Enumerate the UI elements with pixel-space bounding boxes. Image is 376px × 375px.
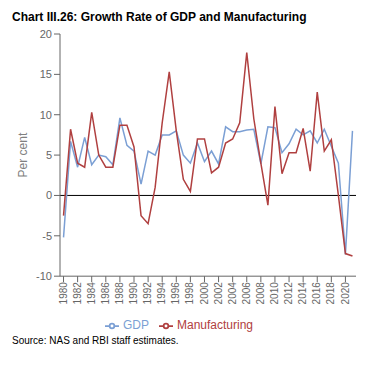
- svg-text:1988: 1988: [114, 282, 125, 305]
- svg-text:2008: 2008: [255, 282, 266, 305]
- svg-text:1980: 1980: [58, 282, 69, 305]
- svg-text:2004: 2004: [227, 282, 238, 305]
- svg-text:2000: 2000: [199, 282, 210, 305]
- svg-text:2012: 2012: [283, 282, 294, 305]
- svg-text:-10: -10: [36, 270, 52, 282]
- svg-text:5: 5: [46, 149, 52, 161]
- svg-text:2014: 2014: [297, 282, 308, 305]
- svg-text:2002: 2002: [213, 282, 224, 305]
- svg-text:2010: 2010: [269, 282, 280, 305]
- html-text:Manufacturing: Manufacturing: [177, 318, 253, 333]
- svg-text:20: 20: [40, 28, 52, 40]
- svg-text:15: 15: [40, 68, 52, 80]
- svg-text:Per cent: Per cent: [16, 132, 30, 177]
- svg-text:10: 10: [40, 109, 52, 121]
- svg-text:1982: 1982: [72, 282, 83, 305]
- svg-text:1990: 1990: [128, 282, 139, 305]
- svg-text:2016: 2016: [311, 282, 322, 305]
- svg-text:2018: 2018: [325, 282, 336, 305]
- svg-text:1994: 1994: [156, 282, 167, 305]
- svg-text:-5: -5: [42, 230, 52, 242]
- html-text:Chart III.26: Growth Rate of G: Chart III.26: Growth Rate of GDP and Man…: [12, 10, 307, 24]
- svg-text:1986: 1986: [100, 282, 111, 305]
- html-text:GDP: GDP: [123, 318, 149, 333]
- html-text:Source: NAS and RBI staff esti: Source: NAS and RBI staff estimates.: [12, 335, 179, 346]
- svg-text:1984: 1984: [86, 282, 97, 305]
- svg-text:1996: 1996: [170, 282, 181, 305]
- svg-text:0: 0: [46, 189, 52, 201]
- svg-text:1992: 1992: [142, 282, 153, 305]
- svg-text:2020: 2020: [340, 282, 351, 305]
- svg-text:2006: 2006: [241, 282, 252, 305]
- svg-text:1998: 1998: [184, 282, 195, 305]
